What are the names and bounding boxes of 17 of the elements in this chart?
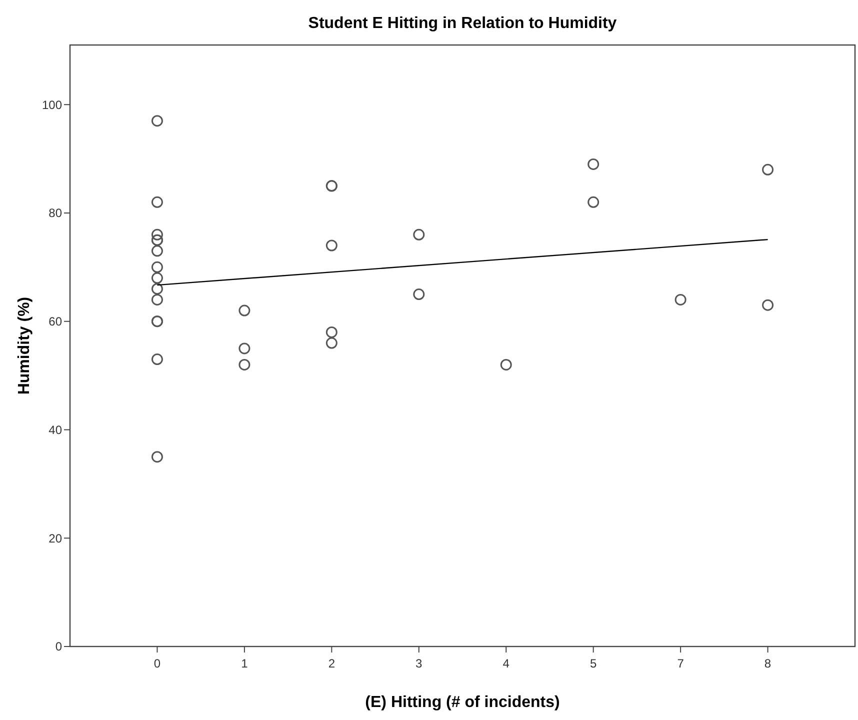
x-axis-title: (E) Hitting (# of incidents) <box>365 694 560 711</box>
x-tick-label: 4 <box>502 656 510 670</box>
y-tick-label: 60 <box>48 314 62 329</box>
y-tick-label: 100 <box>42 98 62 112</box>
y-tick-label: 0 <box>55 640 62 654</box>
y-tick-label: 80 <box>48 206 62 220</box>
x-tick-label: 7 <box>677 656 684 670</box>
y-tick-label: 40 <box>48 422 62 437</box>
x-tick-label: 5 <box>590 656 597 670</box>
x-tick-label: 0 <box>154 656 161 670</box>
x-tick-label: 3 <box>416 656 423 670</box>
y-axis-title: Humidity (%) <box>16 296 33 395</box>
x-tick-label: 8 <box>764 656 772 670</box>
x-tick-label: 2 <box>328 656 336 670</box>
y-tick-label: 20 <box>48 531 62 546</box>
x-tick-label: 1 <box>241 656 248 670</box>
chart-title: Student E Hitting in Relation to Humidity <box>308 15 617 32</box>
